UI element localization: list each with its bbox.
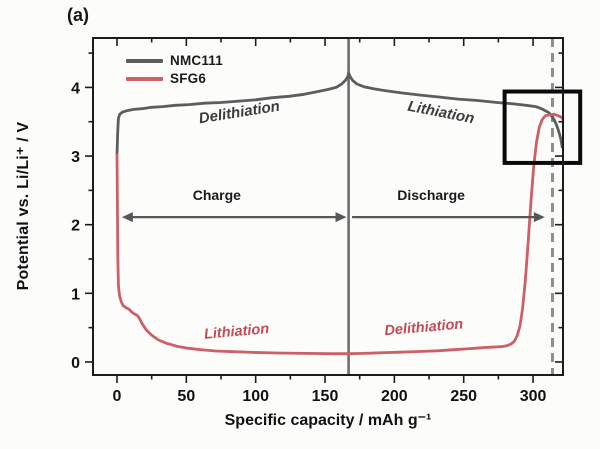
sfg6-line-swatch <box>126 76 163 81</box>
legend-label-nmc111: NMC111 <box>170 53 223 68</box>
charge-arrow-left-head <box>121 212 133 223</box>
discharge-label: Discharge <box>397 187 465 203</box>
x-tick-label: 200 <box>381 388 408 405</box>
charge-label: Charge <box>193 187 241 203</box>
x-tick-label: 250 <box>450 388 477 405</box>
y-tick-label: 0 <box>71 355 80 372</box>
x-tick-label: 150 <box>312 388 339 405</box>
x-tick-label: 0 <box>113 388 122 405</box>
plot-border <box>92 37 564 376</box>
nmc-lithiation-label: Lithiation <box>406 98 476 128</box>
y-tick-label: 4 <box>71 80 80 97</box>
figure-label: (a) <box>67 5 89 25</box>
x-tick-label: 300 <box>520 388 547 405</box>
sfg6-delithiation-label: Delithiation <box>384 316 464 339</box>
y-tick-label: 2 <box>71 218 80 235</box>
legend-item-nmc111: NMC111 <box>126 53 223 68</box>
legend-label-sfg6: SFG6 <box>170 71 207 86</box>
nmc111-line-swatch <box>126 58 163 63</box>
highlight-box <box>502 89 583 165</box>
discharge-arrow-right-head <box>533 212 545 223</box>
y-axis-title: Potential vs. Li/Li⁺ / V <box>15 121 32 291</box>
x-tick-label: 50 <box>177 388 195 405</box>
y-tick-label: 3 <box>71 149 80 166</box>
series-curve-nmc111 <box>115 71 564 157</box>
y-tick-label: 1 <box>71 286 80 303</box>
x-tick-label: 100 <box>242 388 269 405</box>
sfg6-lithiation-label: Lithiation <box>203 321 270 343</box>
x-axis-title: Specific capacity / mAh g⁻¹ <box>224 412 432 429</box>
legend: NMC111 SFG6 <box>126 53 223 86</box>
legend-item-sfg6: SFG6 <box>126 71 223 86</box>
series-curve-sfg6 <box>115 112 564 356</box>
charge-arrow-right-head <box>335 212 347 223</box>
